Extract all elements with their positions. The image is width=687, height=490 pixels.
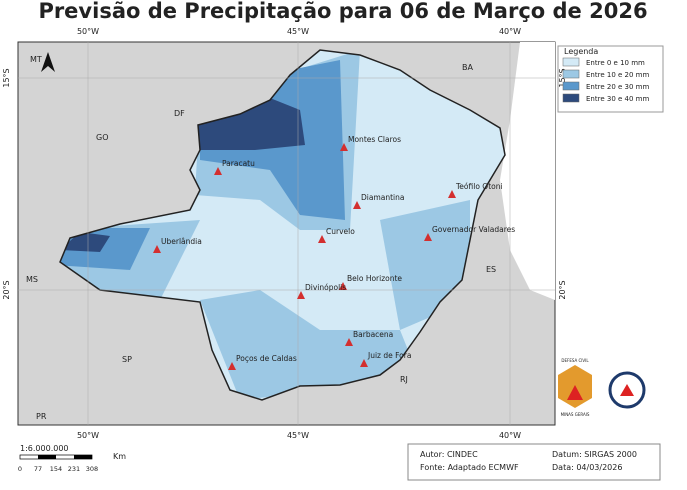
state-label: GO — [96, 133, 109, 142]
lon-label: 45°W — [287, 27, 309, 36]
city-marker — [339, 282, 347, 290]
logo-brain — [608, 371, 646, 409]
author: Autor: CINDEC — [420, 450, 478, 459]
legend-label: Entre 30 e 40 mm — [586, 95, 649, 103]
lat-label: 20°S — [558, 280, 567, 299]
state-label: RJ — [400, 375, 408, 384]
legend-label: Entre 10 e 20 mm — [586, 71, 649, 79]
title: Previsão de Precipitação para 06 de Març… — [38, 0, 647, 23]
legend-swatch — [562, 81, 580, 91]
scale-tick: 154 — [50, 465, 62, 473]
state-label: DF — [174, 109, 185, 118]
legend-swatch — [562, 93, 580, 103]
zone-30-40 — [195, 98, 305, 150]
city-label: Juiz de Fora — [367, 351, 411, 360]
city-marker — [214, 167, 222, 175]
city-marker — [345, 338, 353, 346]
city-label: Barbacena — [353, 330, 393, 339]
scale-ratio: 1:6.000.000 — [20, 444, 69, 453]
source: Fonte: Adaptado ECMWF — [420, 463, 519, 472]
zone-30-40 — [60, 232, 110, 252]
date: Data: 04/03/2026 — [552, 463, 622, 472]
state-label: MT — [30, 55, 42, 64]
state-label: MS — [26, 275, 38, 284]
city-marker — [424, 233, 432, 241]
city-marker — [153, 245, 161, 253]
city-marker — [448, 190, 456, 198]
city-marker — [360, 359, 368, 367]
city-label: Curvelo — [326, 227, 355, 236]
city-label: Uberlândia — [161, 237, 202, 246]
north-arrow — [41, 52, 55, 72]
city-marker — [297, 291, 305, 299]
city-marker — [353, 201, 361, 209]
legend-label: Entre 0 e 10 mm — [586, 59, 645, 67]
city-label: Governador Valadares — [432, 225, 515, 234]
ocean — [500, 42, 555, 300]
logo-text: MINAS GERAIS — [561, 412, 590, 417]
city-marker — [318, 235, 326, 243]
legend-title: Legenda — [564, 47, 598, 56]
legend-swatch — [562, 69, 580, 79]
lon-label: 40°W — [499, 27, 521, 36]
lon-label: 45°W — [287, 431, 309, 440]
lon-label: 50°W — [77, 27, 99, 36]
datum: Datum: SIRGAS 2000 — [552, 450, 637, 459]
scale-tick: 231 — [68, 465, 80, 473]
state-label: PR — [36, 412, 47, 421]
city-label: Diamantina — [361, 193, 404, 202]
scale-tick: 308 — [86, 465, 98, 473]
lat-label: 20°S — [2, 280, 11, 299]
logo-triangle — [567, 385, 583, 400]
city-marker — [228, 362, 236, 370]
city-label: Teófilo Otoni — [455, 182, 503, 191]
legend-label: Entre 20 e 30 mm — [586, 83, 649, 91]
city-label: Montes Claros — [348, 135, 401, 144]
legend-swatch — [562, 57, 580, 67]
city-marker — [340, 143, 348, 151]
lat-label: 15°S — [558, 68, 567, 87]
city-label: Divinópolis — [305, 283, 346, 292]
logo-text: DEFESA CIVIL — [561, 358, 589, 363]
scale-tick: 0 — [18, 465, 22, 473]
footer-box — [407, 443, 661, 481]
city-label: Poços de Caldas — [236, 354, 297, 363]
city-label: Belo Horizonte — [347, 274, 402, 283]
scale-bar — [38, 455, 56, 459]
state-label: SP — [122, 355, 132, 364]
lon-label: 40°W — [499, 431, 521, 440]
city-label: Paracatu — [222, 159, 255, 168]
state-label: ES — [486, 265, 496, 274]
state-label: BA — [462, 63, 473, 72]
logo-triangle — [620, 384, 634, 396]
lon-label: 50°W — [77, 431, 99, 440]
scale-bar — [74, 455, 92, 459]
zone-10-20 — [200, 290, 420, 400]
lat-label: 15°S — [2, 68, 11, 87]
scale-tick: 77 — [34, 465, 42, 473]
scale-unit: Km — [113, 452, 126, 461]
